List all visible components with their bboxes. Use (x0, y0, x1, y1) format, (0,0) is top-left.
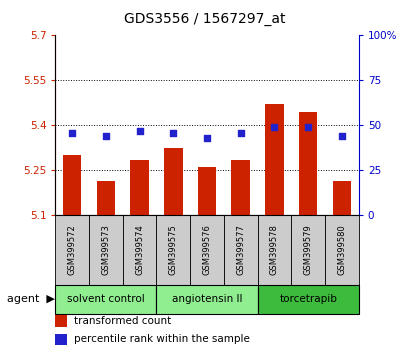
Text: GSM399579: GSM399579 (303, 225, 312, 275)
Bar (130, 160, 148, 215)
Bar (55, 215, 89, 285)
Point (69, 130, 75, 136)
Point (304, 124, 311, 130)
Text: GSM399573: GSM399573 (101, 224, 110, 275)
Text: GDS3556 / 1567297_at: GDS3556 / 1567297_at (124, 12, 285, 27)
Point (338, 133, 344, 139)
Text: torcetrapib: torcetrapib (279, 294, 336, 304)
Point (237, 130, 243, 136)
Bar (197, 167, 216, 215)
Point (136, 128, 143, 133)
Bar (190, 215, 223, 285)
Bar (257, 215, 291, 285)
Point (170, 130, 176, 136)
Text: GSM399574: GSM399574 (135, 225, 144, 275)
Text: solvent control: solvent control (67, 294, 144, 304)
Bar (298, 112, 317, 215)
Bar (265, 104, 283, 215)
Bar (332, 181, 350, 215)
Bar (156, 215, 190, 285)
Text: percentile rank within the sample: percentile rank within the sample (73, 334, 249, 344)
Bar (89, 215, 122, 285)
Text: GSM399577: GSM399577 (236, 224, 245, 275)
Bar (257, 285, 358, 314)
Text: GSM399578: GSM399578 (269, 224, 278, 275)
Bar (324, 215, 358, 285)
Point (203, 135, 210, 141)
Bar (55, 333, 67, 345)
Text: GSM399580: GSM399580 (337, 225, 346, 275)
Text: transformed count: transformed count (73, 316, 171, 326)
Text: GSM399572: GSM399572 (67, 225, 76, 275)
Bar (291, 215, 324, 285)
Bar (164, 148, 182, 215)
Bar (55, 285, 156, 314)
Bar (156, 285, 257, 314)
Text: agent  ▶: agent ▶ (7, 294, 55, 304)
Bar (122, 215, 156, 285)
Point (102, 133, 109, 139)
Bar (223, 215, 257, 285)
Bar (63, 155, 81, 215)
Bar (97, 181, 115, 215)
Text: angiotensin II: angiotensin II (171, 294, 242, 304)
Point (270, 124, 277, 130)
Bar (55, 315, 67, 327)
Text: GSM399576: GSM399576 (202, 224, 211, 275)
Text: GSM399575: GSM399575 (169, 225, 178, 275)
Bar (231, 160, 249, 215)
